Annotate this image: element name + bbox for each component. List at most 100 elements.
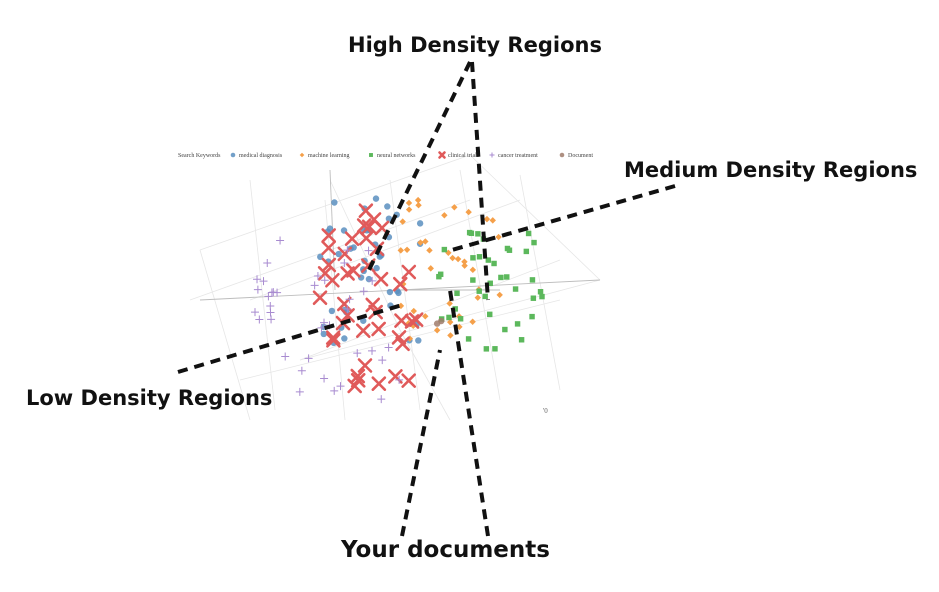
data-point xyxy=(518,337,525,343)
data-point xyxy=(530,295,537,301)
axis-line xyxy=(199,289,401,301)
data-point xyxy=(514,321,521,327)
data-point xyxy=(267,288,276,297)
data-point xyxy=(251,308,260,317)
data-point xyxy=(328,307,336,315)
data-point xyxy=(326,225,334,232)
data-point xyxy=(487,280,493,287)
your-documents-label: Your documents xyxy=(341,537,550,563)
data-point xyxy=(266,308,275,317)
legend-marker xyxy=(559,152,565,158)
data-point xyxy=(537,289,544,295)
data-point xyxy=(470,277,476,283)
data-point xyxy=(399,218,406,225)
data-point xyxy=(325,330,341,345)
data-point xyxy=(263,259,272,268)
data-point xyxy=(253,285,262,294)
grid-lines xyxy=(189,154,601,421)
data-point xyxy=(436,273,442,280)
data-point xyxy=(403,246,411,253)
data-point xyxy=(336,382,345,391)
data-point xyxy=(454,255,462,263)
data-point xyxy=(297,366,306,375)
data-point xyxy=(395,336,410,352)
data-point xyxy=(343,305,352,314)
data-point xyxy=(512,286,519,292)
data-point xyxy=(320,330,327,338)
data-point xyxy=(384,343,393,352)
data-point xyxy=(529,277,536,283)
callout-line xyxy=(177,303,403,374)
high-density-label: High Density Regions xyxy=(348,33,602,57)
data-point xyxy=(427,265,434,272)
data-point xyxy=(372,195,380,202)
data-point xyxy=(529,313,535,320)
data-point xyxy=(539,293,545,300)
legend-entry-label: Document xyxy=(568,153,593,159)
data-point xyxy=(340,258,349,267)
data-point xyxy=(317,266,333,281)
low-density-label: Low Density Regions xyxy=(26,386,273,410)
callout-line xyxy=(448,289,490,537)
data-point xyxy=(335,250,342,258)
data-point xyxy=(386,288,394,296)
data-point xyxy=(345,295,354,304)
legend-entry-label: machine learning xyxy=(308,153,349,159)
callout-line xyxy=(400,349,442,537)
data-point xyxy=(470,255,476,261)
data-point xyxy=(405,206,413,213)
data-point xyxy=(438,317,445,325)
data-point xyxy=(468,230,475,237)
data-point xyxy=(253,275,262,284)
data-point xyxy=(415,202,422,209)
data-point xyxy=(281,352,290,361)
data-point xyxy=(346,263,361,278)
data-point xyxy=(491,260,497,267)
legend: Search Keywords medical diagnosis machine… xyxy=(178,151,593,159)
data-point xyxy=(417,239,424,246)
legend-marker xyxy=(230,152,236,158)
legend-entry-label: cancer treatment xyxy=(498,153,538,159)
data-point xyxy=(357,358,373,373)
legend-entry-label: neural networks xyxy=(377,153,416,159)
data-point xyxy=(502,326,508,333)
data-point xyxy=(358,203,374,218)
data-point xyxy=(475,231,481,237)
data-point xyxy=(416,220,424,227)
data-points xyxy=(251,195,545,404)
data-point xyxy=(454,290,460,297)
data-point xyxy=(410,307,417,315)
data-point xyxy=(371,321,386,337)
grid-line xyxy=(199,249,251,421)
data-point xyxy=(506,247,513,253)
data-point xyxy=(320,276,329,285)
data-point xyxy=(341,335,348,342)
data-point xyxy=(408,312,424,327)
data-point xyxy=(259,277,268,286)
data-point xyxy=(331,199,338,206)
data-point xyxy=(446,300,453,307)
data-point xyxy=(483,346,490,352)
data-point xyxy=(426,247,433,254)
legend-marker xyxy=(438,151,446,159)
data-point xyxy=(461,258,468,265)
legend-title: Search Keywords xyxy=(178,153,221,159)
data-point xyxy=(441,246,448,253)
data-point xyxy=(447,332,454,339)
grid-line xyxy=(399,329,451,421)
grid-line xyxy=(519,174,561,391)
data-point xyxy=(451,204,458,211)
data-point xyxy=(343,246,352,255)
data-point xyxy=(276,236,285,245)
data-point xyxy=(531,239,537,246)
data-point xyxy=(391,330,407,345)
data-point xyxy=(255,315,264,324)
data-point xyxy=(392,276,408,292)
legend-marker xyxy=(299,152,305,158)
data-point xyxy=(378,356,387,365)
data-point xyxy=(321,228,337,243)
data-point xyxy=(469,266,477,274)
data-point xyxy=(401,264,417,280)
data-point xyxy=(364,246,373,255)
